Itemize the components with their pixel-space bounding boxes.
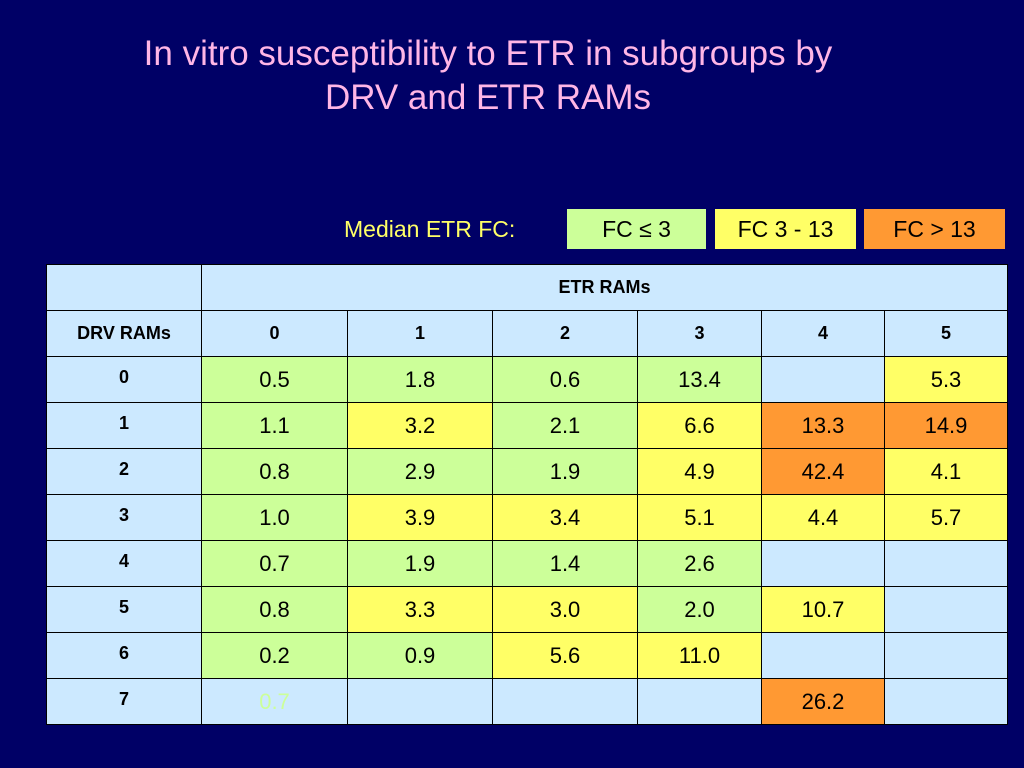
table-row: 5 0.8 3.3 3.0 2.0 10.7 — [46, 586, 1008, 633]
table-cell: 2.6 — [637, 540, 762, 587]
table-cell: 1.0 — [201, 494, 348, 541]
table-row: 3 1.0 3.9 3.4 5.1 4.4 5.7 — [46, 494, 1008, 541]
row-header: 4 — [46, 540, 202, 587]
legend-label: Median ETR FC: — [344, 216, 516, 242]
table-cell — [761, 540, 885, 587]
table-cell: 0.7 — [201, 540, 348, 587]
table-cell — [884, 632, 1008, 679]
row-header: 6 — [46, 632, 202, 679]
table-cell: 2.9 — [347, 448, 493, 495]
row-header: 3 — [46, 494, 202, 541]
table-cell — [884, 586, 1008, 633]
table-row: 0 0.5 1.8 0.6 13.4 5.3 — [46, 356, 1008, 403]
legend-item-fc-low: FC ≤ 3 — [565, 207, 708, 251]
slide-title: In vitro susceptibility to ETR in subgro… — [0, 32, 976, 120]
table-cell: 3.9 — [347, 494, 493, 541]
table-cell: 2.0 — [637, 586, 762, 633]
table-cell: 1.8 — [347, 356, 493, 403]
table-column-header-row: DRV RAMs 0 1 2 3 4 5 — [46, 310, 1008, 357]
table-cell: 0.8 — [201, 586, 348, 633]
table-cell: 3.2 — [347, 402, 493, 449]
table-cell — [761, 632, 885, 679]
table-row: 1 1.1 3.2 2.1 6.6 13.3 14.9 — [46, 402, 1008, 449]
legend-item-fc-high: FC > 13 — [862, 207, 1007, 251]
drv-rams-header: DRV RAMs — [46, 310, 202, 357]
table-cell: 0.7 — [201, 678, 348, 725]
table-cell: 4.1 — [884, 448, 1008, 495]
table-cell: 0.2 — [201, 632, 348, 679]
table-row: 4 0.7 1.9 1.4 2.6 — [46, 540, 1008, 587]
table-cell — [347, 678, 493, 725]
table-cell: 1.9 — [347, 540, 493, 587]
column-header: 4 — [761, 310, 885, 357]
table-cell: 11.0 — [637, 632, 762, 679]
row-header: 2 — [46, 448, 202, 495]
table-cell: 1.9 — [492, 448, 638, 495]
table-cell: 14.9 — [884, 402, 1008, 449]
table-cell: 1.4 — [492, 540, 638, 587]
table-cell: 0.9 — [347, 632, 493, 679]
susceptibility-table: ETR RAMs DRV RAMs 0 1 2 3 4 5 0 0.5 1.8 0.6… — [46, 264, 1008, 725]
row-header: 7 — [46, 678, 202, 725]
table-row: 7 0.7 26.2 — [46, 678, 1008, 725]
table-cell — [884, 678, 1008, 725]
table-cell: 4.9 — [637, 448, 762, 495]
etr-rams-header: ETR RAMs — [201, 264, 1008, 311]
table-cell: 5.3 — [884, 356, 1008, 403]
table-cell: 13.3 — [761, 402, 885, 449]
table-cell: 0.6 — [492, 356, 638, 403]
table-cell — [637, 678, 762, 725]
column-header: 1 — [347, 310, 493, 357]
slide-title-line1: In vitro susceptibility to ETR in subgro… — [143, 34, 833, 73]
table-cell — [884, 540, 1008, 587]
row-header: 5 — [46, 586, 202, 633]
table-cell: 5.1 — [637, 494, 762, 541]
slide-title-line2: DRV and ETR RAMs — [324, 78, 652, 117]
table-cell: 5.6 — [492, 632, 638, 679]
table-cell: 3.0 — [492, 586, 638, 633]
table-cell: 1.1 — [201, 402, 348, 449]
legend-item-fc-mid: FC 3 - 13 — [713, 207, 858, 251]
table-cell: 3.4 — [492, 494, 638, 541]
table-cell: 0.8 — [201, 448, 348, 495]
table-cell: 4.4 — [761, 494, 885, 541]
column-header: 2 — [492, 310, 638, 357]
row-header: 0 — [46, 356, 202, 403]
table-cell — [492, 678, 638, 725]
table-row: 6 0.2 0.9 5.6 11.0 — [46, 632, 1008, 679]
column-header: 5 — [884, 310, 1008, 357]
table-corner-cell — [46, 264, 202, 311]
table-cell: 2.1 — [492, 402, 638, 449]
column-header: 3 — [637, 310, 762, 357]
row-header: 1 — [46, 402, 202, 449]
table-cell — [761, 356, 885, 403]
table-cell: 3.3 — [347, 586, 493, 633]
table-cell: 13.4 — [637, 356, 762, 403]
table-header-row: ETR RAMs — [46, 264, 1008, 311]
column-header: 0 — [201, 310, 348, 357]
table-cell: 26.2 — [761, 678, 885, 725]
table-cell: 42.4 — [761, 448, 885, 495]
table-cell: 5.7 — [884, 494, 1008, 541]
table-row: 2 0.8 2.9 1.9 4.9 42.4 4.1 — [46, 448, 1008, 495]
table-cell: 6.6 — [637, 402, 762, 449]
table-cell: 0.5 — [201, 356, 348, 403]
table-cell: 10.7 — [761, 586, 885, 633]
